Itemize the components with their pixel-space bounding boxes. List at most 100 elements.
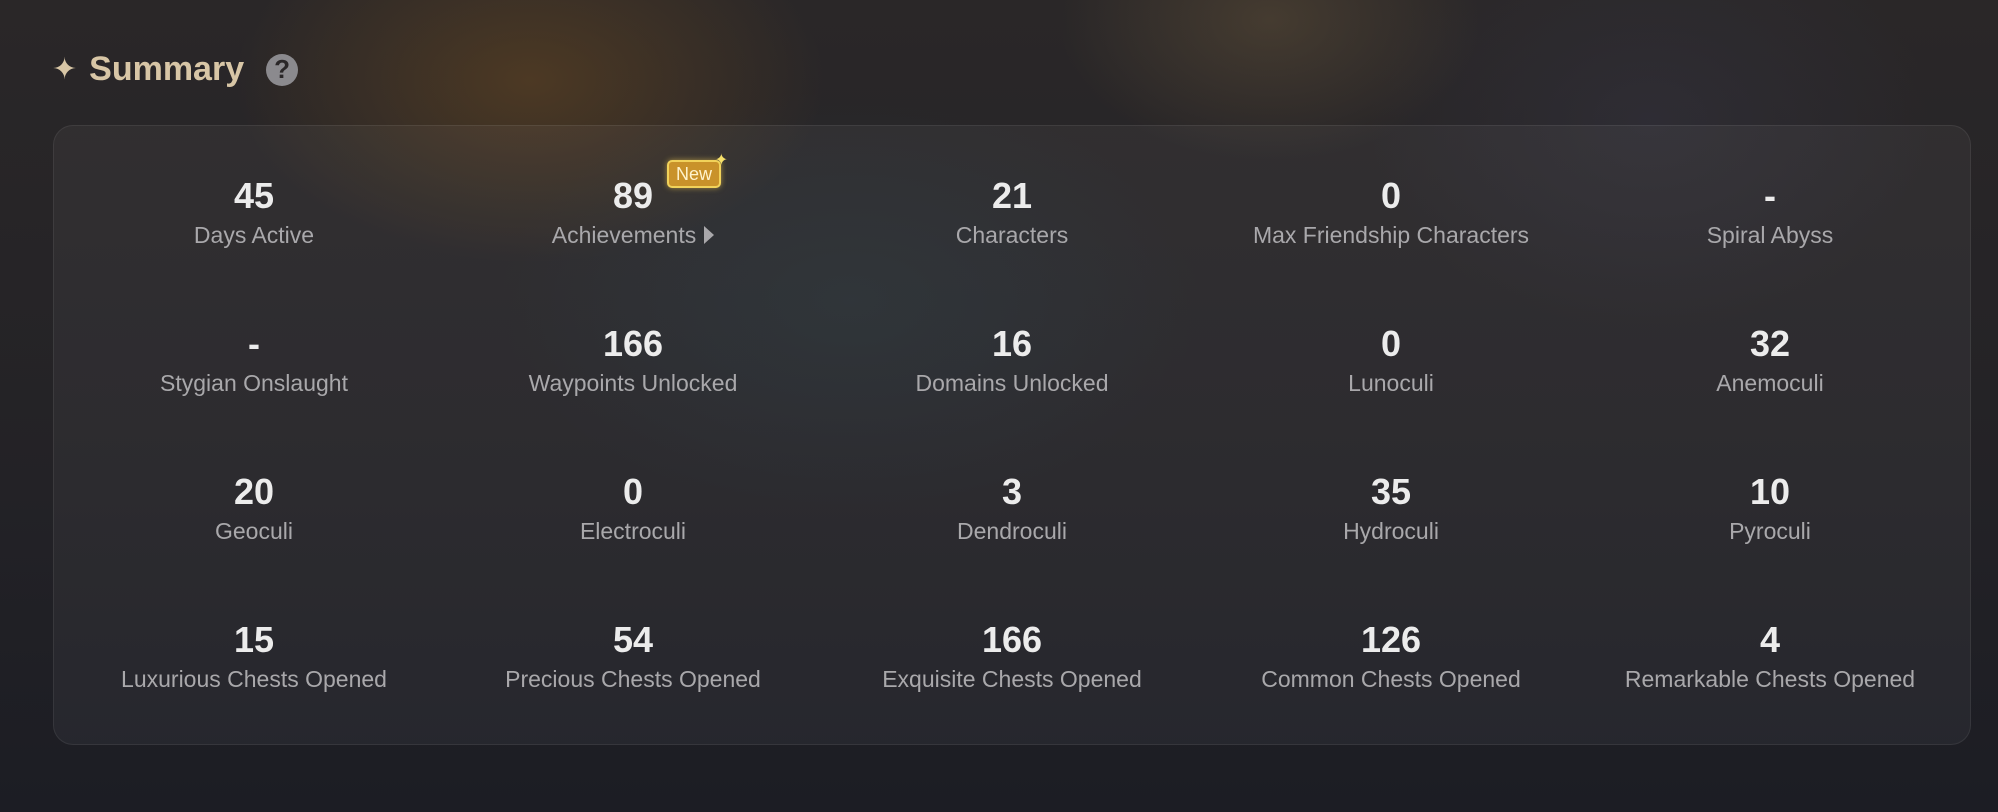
stat-anemoculi: 32 Anemoculi bbox=[1581, 322, 1960, 470]
stat-common-chests-opened: 126 Common Chests Opened bbox=[1202, 618, 1581, 766]
stat-domains-unlocked: 16 Domains Unlocked bbox=[823, 322, 1202, 470]
stat-label-text: Max Friendship Characters bbox=[1252, 222, 1530, 248]
stat-pyroculi: 10 Pyroculi bbox=[1581, 470, 1960, 618]
stat-label: Luxurious Chests Opened bbox=[121, 664, 387, 694]
stat-label-text: Days Active bbox=[193, 222, 315, 248]
stat-value-text: 4 bbox=[1759, 619, 1781, 660]
stat-value-text: 32 bbox=[1749, 323, 1791, 364]
stat-value-text: - bbox=[1764, 175, 1776, 216]
stat-precious-chests-opened: 54 Precious Chests Opened bbox=[444, 618, 823, 766]
stat-waypoints-unlocked: 166 Waypoints Unlocked bbox=[444, 322, 823, 470]
stat-luxurious-chests-opened: 15 Luxurious Chests Opened bbox=[65, 618, 444, 766]
summary-heading: ✦ Summary ? bbox=[52, 50, 299, 89]
stat-label: Precious Chests Opened bbox=[505, 664, 761, 694]
stat-label: Domains Unlocked bbox=[915, 368, 1108, 398]
stat-value-text: 166 bbox=[602, 323, 664, 364]
chevron-right-icon[interactable] bbox=[704, 226, 715, 244]
stat-value: 35 bbox=[1371, 470, 1411, 514]
stat-label-text: Achievements bbox=[551, 222, 697, 248]
stat-value-text: 15 bbox=[233, 619, 275, 660]
stat-label-text: Geoculi bbox=[215, 518, 293, 544]
stat-achievements[interactable]: 89 New ✦ Achievements bbox=[444, 152, 823, 322]
section-title: Summary bbox=[89, 50, 245, 88]
stat-value-text: 3 bbox=[1001, 471, 1023, 512]
stat-label: Hydroculi bbox=[1343, 516, 1439, 546]
stat-label: Spiral Abyss bbox=[1707, 220, 1834, 250]
stat-exquisite-chests-opened: 166 Exquisite Chests Opened bbox=[823, 618, 1202, 766]
badge-text: New bbox=[675, 164, 712, 184]
stat-value-text: 10 bbox=[1749, 471, 1791, 512]
stat-label-text: Hydroculi bbox=[1343, 518, 1439, 544]
stat-value: 21 bbox=[992, 174, 1032, 218]
stat-value-text: - bbox=[248, 323, 260, 364]
stat-label-text: Dendroculi bbox=[957, 518, 1067, 544]
stat-lunoculi: 0 Lunoculi bbox=[1202, 322, 1581, 470]
stat-value: 0 bbox=[1381, 174, 1401, 218]
stat-remarkable-chests-opened: 4 Remarkable Chests Opened bbox=[1581, 618, 1960, 766]
stat-value-text: 0 bbox=[1380, 175, 1402, 216]
stat-label-text: Stygian Onslaught bbox=[160, 370, 348, 396]
stat-label-text: Pyroculi bbox=[1729, 518, 1811, 544]
stat-label: Electroculi bbox=[580, 516, 686, 546]
question-icon[interactable]: ? bbox=[266, 53, 299, 86]
stat-value-text: 20 bbox=[233, 471, 275, 512]
stat-label: Characters bbox=[956, 220, 1068, 250]
stat-label-text: Luxurious Chests Opened bbox=[121, 666, 387, 692]
stat-label-text: Electroculi bbox=[579, 518, 687, 544]
stat-hydroculi: 35 Hydroculi bbox=[1202, 470, 1581, 618]
stat-label: Days Active bbox=[194, 220, 314, 250]
new-badge: New ✦ bbox=[666, 152, 728, 188]
stat-value: - bbox=[1764, 174, 1776, 218]
stat-label-text: Waypoints Unlocked bbox=[528, 370, 738, 396]
stat-label: Pyroculi bbox=[1729, 516, 1811, 546]
stat-label-text: Precious Chests Opened bbox=[505, 666, 761, 692]
stat-label: Anemoculi bbox=[1716, 368, 1823, 398]
stat-days-active: 45 Days Active bbox=[65, 174, 444, 322]
stat-stygian-onslaught: - Stygian Onslaught bbox=[65, 322, 444, 470]
stat-value: 0 bbox=[1381, 322, 1401, 366]
stat-label-text: Exquisite Chests Opened bbox=[882, 666, 1142, 692]
stat-value-text: 126 bbox=[1360, 619, 1422, 660]
stat-label: Geoculi bbox=[215, 516, 293, 546]
stat-value-text: 89 bbox=[612, 175, 654, 216]
stat-value: 45 bbox=[234, 174, 274, 218]
stat-label: Common Chests Opened bbox=[1261, 664, 1521, 694]
sparkle-icon: ✦ bbox=[52, 53, 78, 86]
stat-value: - bbox=[248, 322, 260, 366]
stat-value: 3 bbox=[1002, 470, 1022, 514]
stat-value: 20 bbox=[234, 470, 274, 514]
stat-label-text: Common Chests Opened bbox=[1261, 666, 1521, 692]
stat-label: Exquisite Chests Opened bbox=[882, 664, 1142, 694]
summary-card: 45 Days Active 89 New ✦ Achievements 21 Charact… bbox=[53, 125, 1971, 745]
stat-value: 32 bbox=[1750, 322, 1790, 366]
stat-value: 0 bbox=[623, 470, 643, 514]
stat-value-text: 16 bbox=[991, 323, 1033, 364]
stat-value: 16 bbox=[992, 322, 1032, 366]
stat-label: Achievements bbox=[551, 220, 715, 250]
stat-label: Remarkable Chests Opened bbox=[1625, 664, 1915, 694]
stat-label: Stygian Onslaught bbox=[160, 368, 348, 398]
stat-value: 89 New ✦ bbox=[612, 152, 728, 218]
stat-label-text: Characters bbox=[955, 222, 1069, 248]
sparkle-icon: ✦ bbox=[714, 152, 728, 169]
stat-value: 126 bbox=[1361, 618, 1421, 662]
stat-dendroculi: 3 Dendroculi bbox=[823, 470, 1202, 618]
stat-value-text: 0 bbox=[1380, 323, 1402, 364]
stat-geoculi: 20 Geoculi bbox=[65, 470, 444, 618]
stat-label: Lunoculi bbox=[1348, 368, 1434, 398]
stat-value: 166 bbox=[603, 322, 663, 366]
stat-value: 10 bbox=[1750, 470, 1790, 514]
stat-label-text: Anemoculi bbox=[1716, 370, 1824, 396]
stat-value: 15 bbox=[234, 618, 274, 662]
stat-label-text: Spiral Abyss bbox=[1706, 222, 1834, 248]
stat-value-text: 21 bbox=[991, 175, 1033, 216]
stat-label-text: Remarkable Chests Opened bbox=[1624, 666, 1916, 692]
stat-label-text: Lunoculi bbox=[1348, 370, 1434, 396]
stat-value-text: 166 bbox=[981, 619, 1043, 660]
stat-value-text: 35 bbox=[1370, 471, 1412, 512]
stat-label: Waypoints Unlocked bbox=[529, 368, 738, 398]
stat-characters: 21 Characters bbox=[823, 174, 1202, 322]
stat-label: Max Friendship Characters bbox=[1253, 220, 1529, 250]
stat-spiral-abyss: - Spiral Abyss bbox=[1581, 174, 1960, 322]
stat-label: Dendroculi bbox=[957, 516, 1067, 546]
